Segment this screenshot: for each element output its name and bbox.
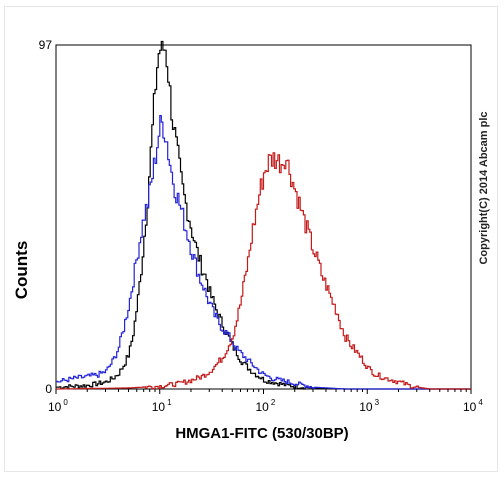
y-tick-label: 97 [39,38,53,52]
x-axis-label: HMGA1-FITC (530/30BP) [175,425,349,442]
x-tick-label: 10 4 [463,398,483,414]
x-tick-label: 10 1 [152,398,172,414]
x-tick-label: 10 2 [256,398,276,414]
histogram-series-3 [56,152,471,390]
y-tick-label: 0 [45,382,52,396]
chart-frame [4,6,498,472]
x-tick-label: 10 3 [359,398,379,414]
histogram-series-1 [56,40,471,390]
plot-area [55,44,472,390]
x-tick-label: 10 0 [48,398,68,414]
histogram-series-2 [56,115,471,390]
